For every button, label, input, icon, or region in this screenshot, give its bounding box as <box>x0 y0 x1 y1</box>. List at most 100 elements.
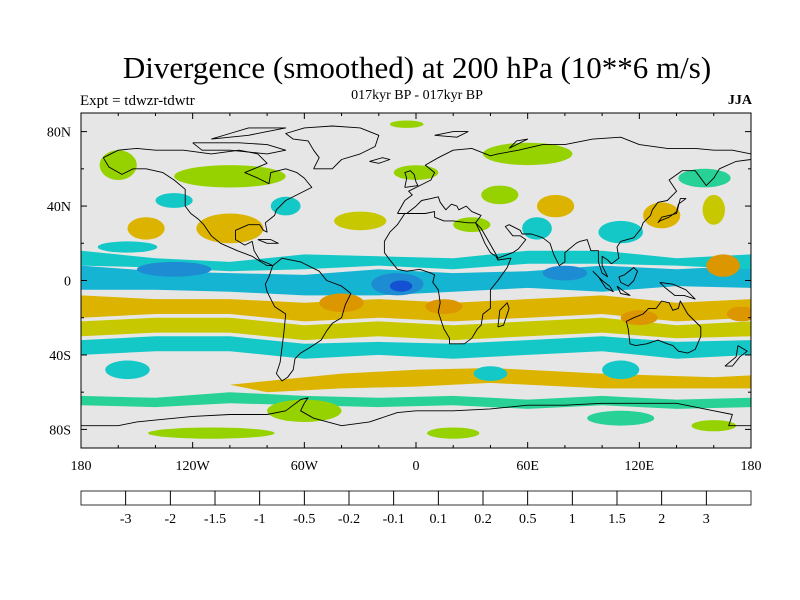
colorbar-swatch-border <box>303 490 350 506</box>
field-blob <box>678 168 731 188</box>
field-blob <box>196 213 264 244</box>
coastline <box>618 267 638 287</box>
colorbar-label: -2 <box>164 512 176 527</box>
field-blob <box>643 202 681 229</box>
colorbar-label: 3 <box>703 512 710 527</box>
field-blob <box>587 410 655 426</box>
colorbar-swatch-border <box>348 490 395 506</box>
colorbar-swatch-border <box>705 490 752 506</box>
colorbar-swatch-border <box>437 490 484 506</box>
coastline <box>616 285 631 296</box>
colorbar-label: -1 <box>254 512 266 527</box>
lat-tick-label: 40N <box>47 200 71 215</box>
lon-tick-label: 120E <box>625 459 655 474</box>
colorbar-swatch-border <box>482 490 529 506</box>
field-blob <box>481 185 519 205</box>
coastline <box>383 211 512 345</box>
field-band <box>81 317 751 341</box>
colorbar-label: -0.1 <box>383 512 405 527</box>
field-blob <box>706 254 740 277</box>
field-blob <box>148 427 275 439</box>
colorbar-label: -0.2 <box>338 512 360 527</box>
coastline <box>508 138 529 149</box>
lon-tick-label: 60E <box>516 459 539 474</box>
season-label: JJA <box>727 93 752 108</box>
field-blob <box>99 150 137 181</box>
coastlines <box>81 125 751 427</box>
map-panel: 80N 40N 0 40S 80S 180 120W 60W 0 60E 120E 180 <box>47 112 762 474</box>
field-blob <box>483 142 573 166</box>
field-band <box>81 250 751 272</box>
coastline <box>81 397 751 427</box>
field-blob <box>620 310 658 326</box>
field-blob <box>598 220 643 244</box>
lat-tick-label: 0 <box>64 275 71 290</box>
experiment-label: Expt = tdwzr-tdwtr <box>80 93 195 109</box>
field-blob <box>542 265 588 281</box>
field-blob <box>453 217 491 233</box>
coastline <box>397 136 751 278</box>
axis-ticks: 80N 40N 0 40S 80S 180 120W 60W 0 60E 120E 180 <box>47 113 762 474</box>
field-blob <box>537 194 575 218</box>
colorbar-swatch-border <box>80 490 127 506</box>
coastline <box>257 239 279 244</box>
colorbar-swatch-border <box>214 490 261 506</box>
coastline <box>625 300 702 354</box>
field-blob <box>427 427 480 439</box>
plot-subtitle: 017kyr BP - 017kyr BP <box>351 88 483 103</box>
colorbar-label: 1 <box>569 512 576 527</box>
coastline <box>264 257 352 382</box>
colorbar-swatch-border <box>169 490 216 506</box>
coastline <box>657 198 687 224</box>
plot-title: Divergence (smoothed) at 200 hPa (10**6 … <box>122 50 712 85</box>
field-band <box>81 392 751 409</box>
field-blob <box>389 280 413 292</box>
coastline <box>285 125 380 170</box>
field-band <box>81 336 751 359</box>
colorbar-label: 1.5 <box>608 512 626 527</box>
colorbar-label: -0.5 <box>293 512 315 527</box>
field-blob <box>319 293 364 313</box>
field-blob <box>334 211 387 231</box>
field-blob <box>155 193 193 208</box>
lon-tick-label: 0 <box>413 459 420 474</box>
coastline <box>102 147 313 267</box>
colorbar-label: -3 <box>120 512 132 527</box>
lat-tick-label: 80N <box>47 126 71 141</box>
field-blob <box>691 420 737 432</box>
field-blob <box>136 261 212 277</box>
coastline <box>497 302 510 328</box>
colorbar: -3 -2 -1.5 -1 -0.5 -0.2 -0.1 0.1 0.2 0.5 1 1.5 2 3 <box>80 490 752 527</box>
coastline <box>404 170 419 188</box>
lon-tick-label: 60W <box>291 459 319 474</box>
lat-tick-label: 40S <box>49 349 71 364</box>
field-blob <box>425 299 463 314</box>
field-blob <box>389 120 424 128</box>
colorbar-label: 0.5 <box>519 512 537 527</box>
lon-tick-label: 180 <box>741 459 762 474</box>
coastline <box>592 270 614 293</box>
coastline <box>211 127 287 140</box>
field-blob <box>267 399 342 422</box>
colorbar-label: 2 <box>658 512 665 527</box>
field-blob <box>127 217 165 240</box>
field-blob <box>270 196 301 216</box>
colorbar-label: 0.1 <box>430 512 448 527</box>
field-blob <box>726 306 751 322</box>
coastline <box>724 345 748 367</box>
field-blob <box>393 165 439 181</box>
field-band <box>81 295 751 322</box>
field-blob <box>473 366 508 381</box>
lon-tick-label: 180 <box>71 459 92 474</box>
colorbar-swatch-border <box>527 490 573 506</box>
colorbar-label: 0.2 <box>474 512 492 527</box>
divergence-field <box>81 120 751 439</box>
field-blob <box>602 360 640 380</box>
coastline <box>369 157 391 164</box>
colorbar-swatch-border <box>125 490 171 506</box>
colorbar-label: -1.5 <box>204 512 226 527</box>
colorbar-swatch-border <box>616 490 663 506</box>
field-blob <box>174 165 286 188</box>
colorbar-swatch-border <box>259 490 305 506</box>
